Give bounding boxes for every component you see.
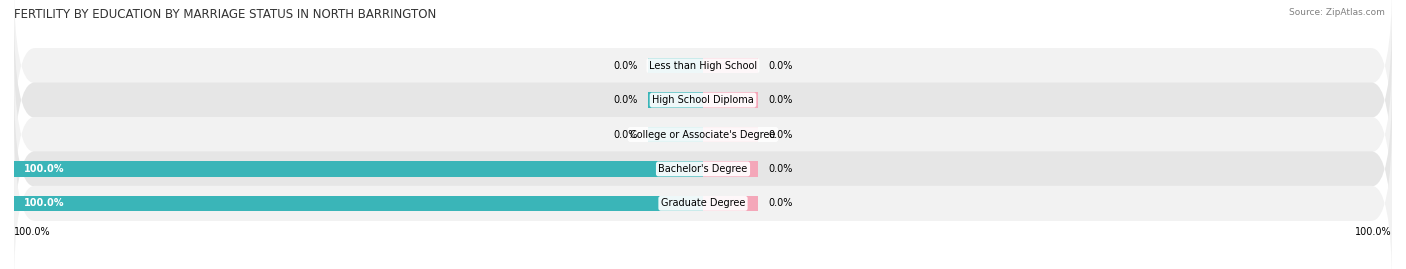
Bar: [14, 196, 703, 211]
Text: 100.0%: 100.0%: [24, 198, 65, 208]
Bar: [648, 92, 703, 108]
Text: 0.0%: 0.0%: [613, 61, 637, 71]
Text: Bachelor's Degree: Bachelor's Degree: [658, 164, 748, 174]
FancyBboxPatch shape: [14, 14, 1392, 186]
Text: 0.0%: 0.0%: [769, 95, 793, 105]
Text: 0.0%: 0.0%: [613, 95, 637, 105]
FancyBboxPatch shape: [14, 49, 1392, 220]
Text: Graduate Degree: Graduate Degree: [661, 198, 745, 208]
Text: 100.0%: 100.0%: [14, 228, 51, 238]
Bar: [703, 58, 758, 73]
FancyBboxPatch shape: [14, 118, 1392, 269]
Bar: [648, 127, 703, 142]
Text: High School Diploma: High School Diploma: [652, 95, 754, 105]
Text: FERTILITY BY EDUCATION BY MARRIAGE STATUS IN NORTH BARRINGTON: FERTILITY BY EDUCATION BY MARRIAGE STATU…: [14, 8, 436, 21]
Text: 0.0%: 0.0%: [769, 129, 793, 140]
FancyBboxPatch shape: [14, 0, 1392, 151]
Text: College or Associate's Degree: College or Associate's Degree: [630, 129, 776, 140]
Bar: [703, 196, 758, 211]
Text: 100.0%: 100.0%: [1355, 228, 1392, 238]
Bar: [14, 161, 703, 177]
Text: 0.0%: 0.0%: [769, 164, 793, 174]
Bar: [703, 161, 758, 177]
FancyBboxPatch shape: [14, 83, 1392, 255]
Bar: [648, 58, 703, 73]
Text: Source: ZipAtlas.com: Source: ZipAtlas.com: [1289, 8, 1385, 17]
Text: Less than High School: Less than High School: [650, 61, 756, 71]
Bar: [703, 92, 758, 108]
Text: 0.0%: 0.0%: [769, 61, 793, 71]
Text: 100.0%: 100.0%: [24, 164, 65, 174]
Text: 0.0%: 0.0%: [769, 198, 793, 208]
Text: 0.0%: 0.0%: [613, 129, 637, 140]
Bar: [703, 127, 758, 142]
